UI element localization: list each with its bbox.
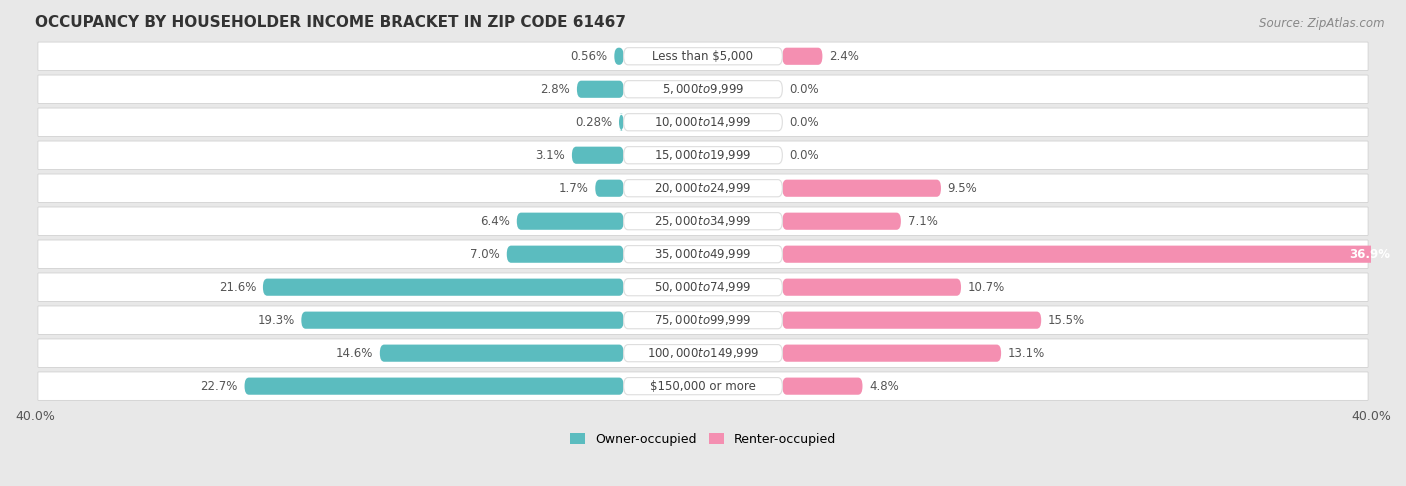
FancyBboxPatch shape — [624, 147, 782, 164]
FancyBboxPatch shape — [245, 378, 624, 395]
Text: 4.8%: 4.8% — [869, 380, 898, 393]
Text: 13.1%: 13.1% — [1008, 347, 1045, 360]
Text: $20,000 to $24,999: $20,000 to $24,999 — [654, 181, 752, 195]
Text: 22.7%: 22.7% — [201, 380, 238, 393]
FancyBboxPatch shape — [624, 114, 782, 131]
FancyBboxPatch shape — [782, 378, 862, 395]
FancyBboxPatch shape — [38, 42, 1368, 70]
FancyBboxPatch shape — [38, 207, 1368, 235]
Text: 7.1%: 7.1% — [908, 215, 938, 228]
FancyBboxPatch shape — [38, 174, 1368, 202]
Text: 2.4%: 2.4% — [830, 50, 859, 63]
Text: 0.28%: 0.28% — [575, 116, 612, 129]
FancyBboxPatch shape — [38, 339, 1368, 367]
FancyBboxPatch shape — [624, 48, 782, 65]
Text: $35,000 to $49,999: $35,000 to $49,999 — [654, 247, 752, 261]
FancyBboxPatch shape — [301, 312, 624, 329]
Text: 21.6%: 21.6% — [219, 281, 256, 294]
FancyBboxPatch shape — [38, 273, 1368, 301]
Legend: Owner-occupied, Renter-occupied: Owner-occupied, Renter-occupied — [569, 433, 837, 446]
Text: Source: ZipAtlas.com: Source: ZipAtlas.com — [1260, 17, 1385, 30]
Text: 0.0%: 0.0% — [789, 83, 818, 96]
FancyBboxPatch shape — [595, 180, 624, 197]
FancyBboxPatch shape — [624, 378, 782, 395]
Text: 3.1%: 3.1% — [536, 149, 565, 162]
FancyBboxPatch shape — [782, 180, 941, 197]
FancyBboxPatch shape — [572, 147, 624, 164]
Text: 0.0%: 0.0% — [789, 116, 818, 129]
FancyBboxPatch shape — [38, 75, 1368, 104]
FancyBboxPatch shape — [624, 312, 782, 329]
Text: OCCUPANCY BY HOUSEHOLDER INCOME BRACKET IN ZIP CODE 61467: OCCUPANCY BY HOUSEHOLDER INCOME BRACKET … — [35, 15, 626, 30]
FancyBboxPatch shape — [38, 372, 1368, 400]
FancyBboxPatch shape — [624, 345, 782, 362]
Text: $15,000 to $19,999: $15,000 to $19,999 — [654, 148, 752, 162]
FancyBboxPatch shape — [38, 306, 1368, 334]
Text: 1.7%: 1.7% — [558, 182, 589, 195]
Text: $75,000 to $99,999: $75,000 to $99,999 — [654, 313, 752, 327]
FancyBboxPatch shape — [624, 81, 782, 98]
FancyBboxPatch shape — [782, 312, 1042, 329]
Text: 19.3%: 19.3% — [257, 313, 295, 327]
Text: 14.6%: 14.6% — [336, 347, 373, 360]
FancyBboxPatch shape — [38, 108, 1368, 137]
Text: $150,000 or more: $150,000 or more — [650, 380, 756, 393]
FancyBboxPatch shape — [782, 245, 1399, 263]
FancyBboxPatch shape — [619, 114, 624, 131]
FancyBboxPatch shape — [782, 278, 962, 296]
FancyBboxPatch shape — [782, 345, 1001, 362]
FancyBboxPatch shape — [38, 141, 1368, 170]
Text: 36.9%: 36.9% — [1350, 248, 1391, 260]
Text: 10.7%: 10.7% — [967, 281, 1005, 294]
Text: $50,000 to $74,999: $50,000 to $74,999 — [654, 280, 752, 294]
FancyBboxPatch shape — [506, 245, 624, 263]
Text: 2.8%: 2.8% — [540, 83, 571, 96]
FancyBboxPatch shape — [38, 240, 1368, 268]
Text: 7.0%: 7.0% — [471, 248, 501, 260]
Text: $5,000 to $9,999: $5,000 to $9,999 — [662, 82, 744, 96]
FancyBboxPatch shape — [624, 278, 782, 296]
FancyBboxPatch shape — [263, 278, 624, 296]
Text: Less than $5,000: Less than $5,000 — [652, 50, 754, 63]
Text: $100,000 to $149,999: $100,000 to $149,999 — [647, 346, 759, 360]
FancyBboxPatch shape — [576, 81, 624, 98]
FancyBboxPatch shape — [614, 48, 624, 65]
Text: 0.0%: 0.0% — [789, 149, 818, 162]
Text: $10,000 to $14,999: $10,000 to $14,999 — [654, 115, 752, 129]
FancyBboxPatch shape — [782, 48, 823, 65]
Text: $25,000 to $34,999: $25,000 to $34,999 — [654, 214, 752, 228]
Text: 9.5%: 9.5% — [948, 182, 977, 195]
Text: 15.5%: 15.5% — [1047, 313, 1085, 327]
FancyBboxPatch shape — [782, 213, 901, 230]
FancyBboxPatch shape — [380, 345, 624, 362]
FancyBboxPatch shape — [624, 245, 782, 263]
FancyBboxPatch shape — [624, 180, 782, 197]
Text: 0.56%: 0.56% — [571, 50, 607, 63]
Text: 6.4%: 6.4% — [481, 215, 510, 228]
FancyBboxPatch shape — [624, 213, 782, 230]
FancyBboxPatch shape — [517, 213, 624, 230]
